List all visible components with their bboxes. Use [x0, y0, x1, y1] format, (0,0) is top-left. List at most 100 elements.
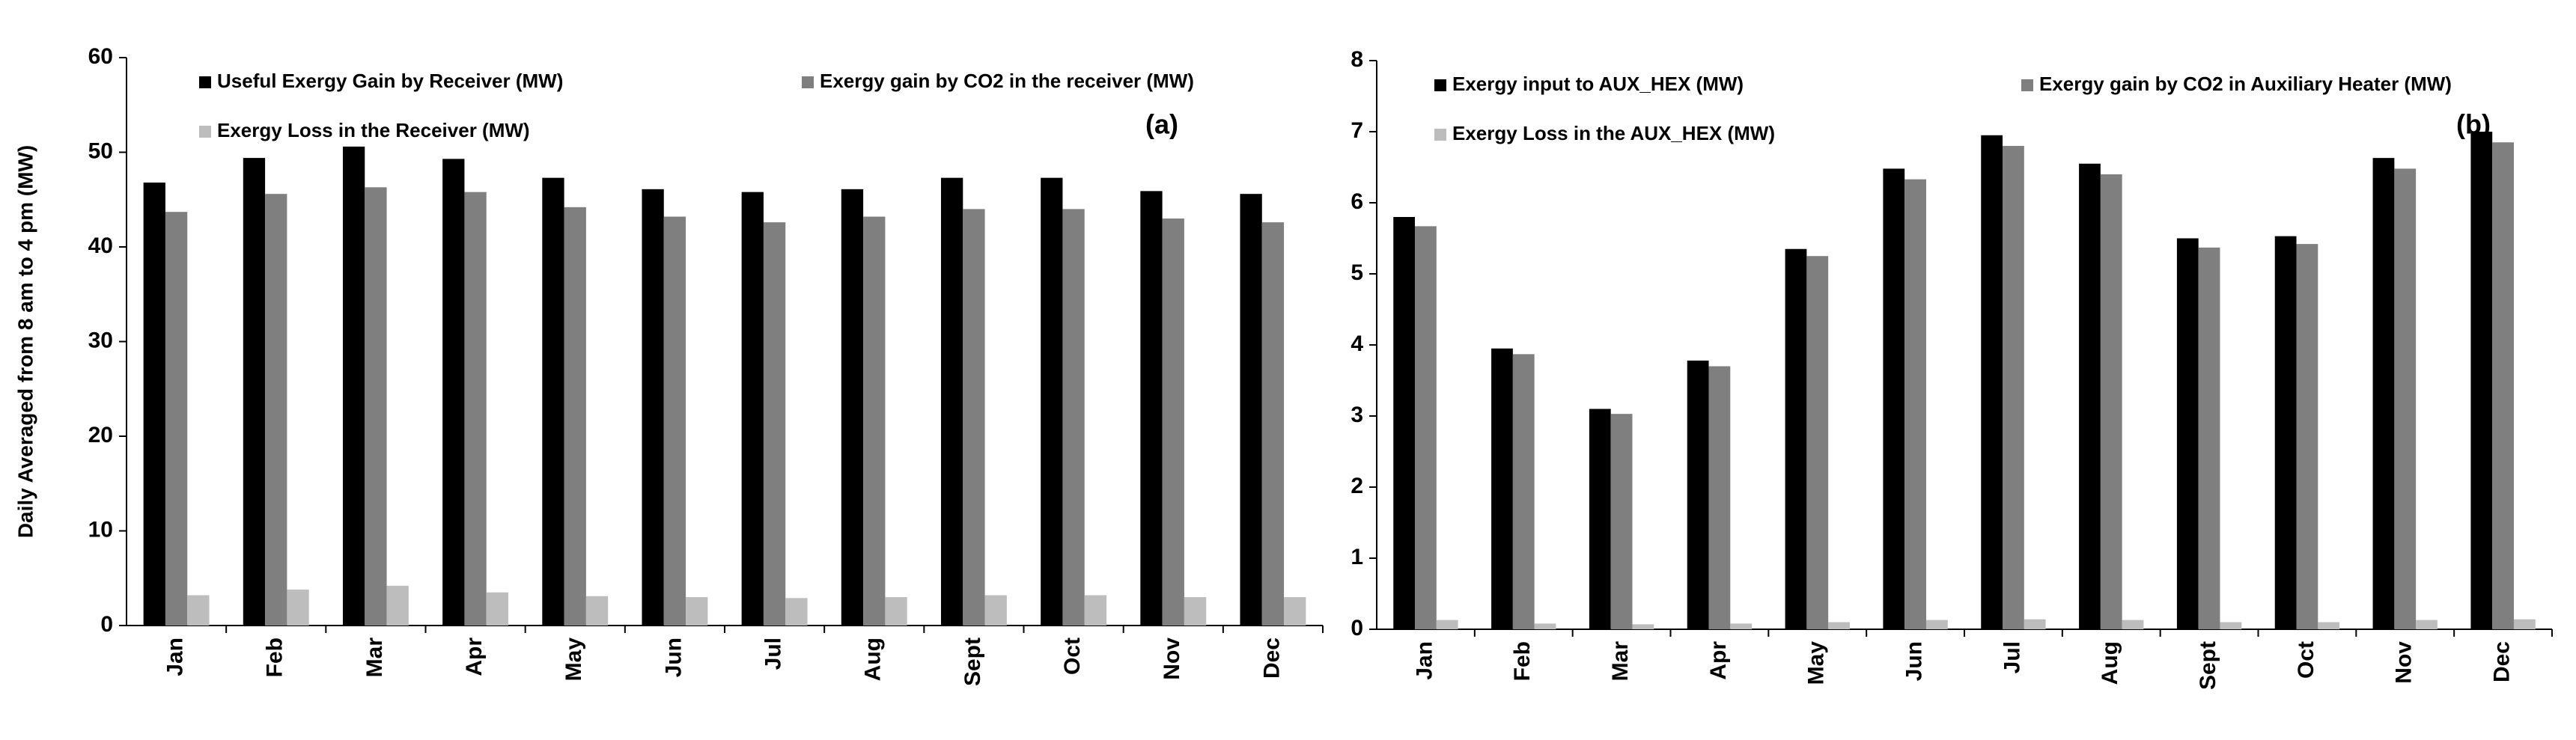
legend-swatch	[802, 76, 814, 88]
legend-label: Exergy Loss in the AUX_HEX (MW)	[1452, 122, 1775, 144]
bar	[1184, 597, 1207, 626]
y-tick-label: 4	[1351, 331, 1363, 356]
x-tick-label: Jun	[661, 637, 686, 677]
bar	[265, 194, 287, 626]
bar	[686, 597, 708, 626]
y-tick-label: 20	[88, 423, 113, 447]
bar	[940, 177, 963, 626]
x-tick-label: Apr	[1706, 641, 1731, 680]
bar	[1415, 226, 1437, 630]
bar	[442, 159, 465, 626]
x-tick-label: Jul	[2000, 641, 2024, 673]
bar	[1534, 623, 1556, 629]
panel-label: (b)	[2456, 109, 2491, 140]
legend-label: Exergy gain by CO2 in Auxiliary Heater (…	[2039, 73, 2452, 95]
x-tick-label: Apr	[462, 637, 487, 676]
x-tick-label: Feb	[1510, 641, 1535, 681]
x-tick-label: Mar	[1608, 641, 1633, 682]
bar	[1806, 256, 1829, 629]
y-tick-label: 10	[88, 517, 113, 542]
bar	[2198, 247, 2220, 629]
bar	[1708, 366, 1731, 629]
bar	[663, 216, 686, 626]
bar	[763, 222, 786, 626]
bar	[1610, 414, 1633, 629]
bar	[2416, 620, 2438, 629]
y-tick-label: 3	[1351, 403, 1363, 427]
bar	[365, 187, 387, 626]
bar	[2122, 620, 2144, 629]
legend-swatch	[199, 76, 211, 88]
panel-label: (a)	[1145, 109, 1178, 140]
x-tick-label: Aug	[861, 637, 886, 681]
bar	[1883, 168, 1905, 629]
y-tick-label: 7	[1351, 118, 1363, 143]
bar	[1730, 623, 1753, 629]
y-tick-label: 8	[1351, 47, 1363, 72]
bar	[1162, 218, 1184, 626]
x-tick-label: Jul	[761, 637, 786, 670]
legend-swatch	[1434, 79, 1446, 91]
bar	[2513, 619, 2536, 629]
y-tick-label: 2	[1351, 474, 1363, 498]
x-tick-label: Nov	[2392, 641, 2417, 684]
bar	[1436, 620, 1458, 629]
bar	[2318, 622, 2340, 629]
bar	[1589, 409, 1611, 629]
x-tick-label: Feb	[263, 637, 287, 677]
y-tick-label: 6	[1351, 189, 1363, 214]
legend-label: Exergy gain by CO2 in the receiver (MW)	[820, 70, 1194, 92]
bar	[2492, 142, 2514, 629]
bar	[1062, 209, 1085, 626]
bar	[2003, 146, 2024, 629]
x-tick-label: Aug	[2098, 641, 2122, 685]
y-tick-label: 5	[1351, 260, 1363, 285]
bar	[1240, 194, 1262, 626]
legend-swatch	[199, 126, 211, 138]
bar	[984, 595, 1007, 626]
bar	[642, 189, 664, 626]
x-tick-label: May	[561, 637, 586, 682]
bar	[2100, 174, 2122, 629]
x-tick-label: Nov	[1160, 637, 1184, 680]
legend-label: Exergy Loss in the Receiver (MW)	[217, 119, 530, 141]
bar	[287, 589, 309, 626]
bar	[1041, 177, 1063, 626]
legend-swatch	[2021, 79, 2033, 91]
bar	[2079, 163, 2101, 629]
bar	[2372, 158, 2395, 629]
y-tick-label: 60	[88, 44, 113, 69]
legend-label: Exergy input to AUX_HEX (MW)	[1452, 73, 1744, 95]
x-tick-label: Jun	[1902, 641, 1927, 681]
bar	[1140, 191, 1163, 626]
x-tick-label: Sept	[2196, 641, 2220, 690]
x-tick-label: Mar	[362, 637, 387, 678]
x-tick-label: Jan	[1412, 641, 1437, 680]
bar	[1925, 620, 1948, 629]
x-tick-label: Jan	[163, 637, 188, 676]
bar	[386, 585, 409, 626]
bar	[863, 216, 886, 626]
bar	[1084, 595, 1107, 626]
x-tick-label: Oct	[1060, 637, 1085, 675]
x-tick-label: Oct	[2294, 641, 2318, 679]
bar	[2024, 619, 2046, 629]
y-axis-label: Daily Averaged from 8 am to 4 pm (MW)	[13, 145, 37, 538]
y-tick-label: 40	[88, 233, 113, 258]
bar	[1512, 354, 1535, 629]
bar	[2274, 236, 2297, 629]
y-tick-label: 0	[1351, 616, 1363, 640]
y-tick-label: 50	[88, 138, 113, 163]
bar	[1904, 179, 1926, 629]
bar	[1785, 248, 1807, 629]
bar	[486, 592, 509, 626]
y-tick-label: 30	[88, 328, 113, 352]
legend-label: Useful Exergy Gain by Receiver (MW)	[217, 70, 563, 92]
bar	[585, 596, 609, 626]
bar	[1284, 597, 1306, 626]
bar	[963, 209, 985, 626]
bar	[342, 146, 365, 626]
bar	[841, 189, 864, 626]
